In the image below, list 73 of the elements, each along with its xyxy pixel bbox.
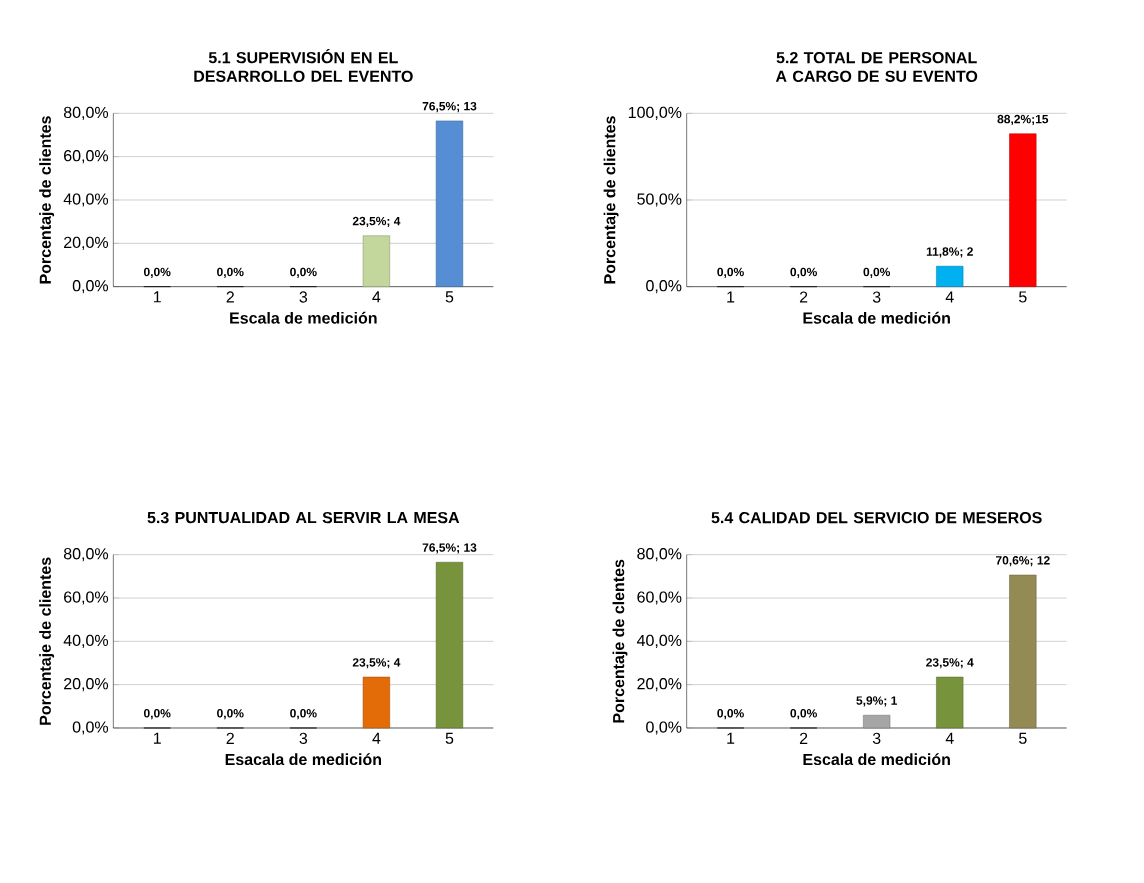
y-tick-label: 80,0%	[63, 548, 109, 562]
bar	[1009, 574, 1037, 729]
chart-title: 5.2 TOTAL DE PERSONAL A CARGO DE SU EVENTO	[775, 52, 978, 83]
data-label: 76,5%; 13	[422, 102, 477, 113]
data-label: 88,2%;15	[997, 114, 1049, 126]
y-axis-title: Porcentaje de clientes	[39, 116, 55, 284]
y-tick-label: 20,0%	[64, 236, 109, 251]
data-label: 0,0%	[217, 267, 244, 279]
data-label: 0,0%	[717, 709, 744, 720]
x-tick-label: 1	[153, 732, 161, 744]
x-tick-label: 4	[372, 732, 381, 744]
x-tick-label: 5	[1019, 291, 1027, 303]
data-label: 23,5%; 4	[352, 216, 401, 228]
y-tick-label: 60,0%	[64, 150, 109, 164]
data-label: 11,8%; 2	[926, 247, 973, 258]
y-tick-label: 40,0%	[63, 193, 109, 207]
chart-title: 5.4 CALIDAD DEL SERVICIO DE MESEROS	[711, 512, 1042, 524]
x-tick-label: 3	[872, 291, 881, 303]
x-tick-label: 2	[799, 732, 808, 745]
x-axis-title: Escala de medición	[230, 312, 377, 324]
data-label: 0,0%	[290, 267, 317, 279]
y-tick-label: 60,0%	[64, 591, 109, 605]
x-tick-label: 2	[799, 291, 808, 303]
y-tick-label: 40,0%	[63, 634, 109, 649]
data-label: 0,0%	[790, 709, 817, 720]
x-tick-label: 4	[372, 291, 381, 303]
y-axis-title: Porcentaje de clientes	[603, 116, 619, 284]
data-label: 0,0%	[143, 709, 171, 720]
data-label: 70,6%; 12	[996, 556, 1050, 567]
y-tick-label: 100,0%	[628, 106, 682, 121]
chart-title: 5.1 SUPERVISIÓN EN EL DESARROLLO DEL EVENTO	[194, 49, 413, 83]
x-tick-label: 3	[299, 732, 308, 745]
y-tick-label: 50,0%	[637, 193, 682, 207]
x-tick-label: 1	[727, 291, 735, 303]
data-label: 0,0%	[717, 267, 744, 279]
x-tick-label: 3	[299, 291, 308, 303]
y-tick-label: 20,0%	[64, 678, 109, 692]
x-tick-label: 1	[153, 291, 161, 303]
y-axis-title: Porcentaje de clentes	[612, 559, 628, 723]
x-tick-label: 1	[727, 732, 735, 744]
bar	[863, 715, 891, 729]
x-tick-label: 5	[1019, 732, 1027, 745]
y-tick-label: 0,0%	[72, 721, 109, 735]
data-label: 76,5%; 13	[422, 543, 477, 554]
bar	[936, 676, 964, 729]
x-tick-label: 2	[226, 732, 234, 745]
x-tick-label: 5	[445, 291, 454, 303]
x-axis-title: Esacala de medición	[225, 753, 382, 766]
y-tick-label: 20,0%	[637, 678, 682, 692]
chart-title: 5.3 PUNTUALIDAD AL SERVIR LA MESA	[147, 512, 460, 524]
y-tick-label: 60,0%	[637, 591, 682, 605]
x-axis-title: Escala de medición	[803, 753, 950, 766]
y-axis-title: Porcentaje de clientes	[39, 557, 55, 725]
data-label: 0,0%	[217, 709, 244, 720]
x-tick-label: 5	[445, 732, 454, 745]
y-tick-label: 0,0%	[646, 721, 682, 735]
data-label: 0,0%	[290, 709, 317, 720]
x-axis-title: Escala de medición	[803, 312, 950, 324]
y-tick-label: 40,0%	[636, 634, 682, 649]
y-tick-label: 0,0%	[72, 280, 109, 294]
x-tick-label: 4	[945, 732, 954, 744]
data-label: 23,5%; 4	[926, 658, 974, 669]
x-tick-label: 2	[226, 291, 234, 303]
data-label: 0,0%	[143, 267, 171, 279]
data-label: 0,0%	[863, 267, 891, 279]
data-label: 23,5%; 4	[352, 658, 401, 669]
data-label: 5,9%; 1	[856, 696, 897, 707]
y-tick-label: 80,0%	[637, 548, 682, 562]
data-label: 0,0%	[790, 267, 817, 279]
y-tick-label: 80,0%	[63, 106, 109, 121]
x-tick-label: 4	[945, 291, 954, 303]
x-tick-label: 3	[872, 732, 881, 745]
y-tick-label: 0,0%	[646, 280, 682, 294]
